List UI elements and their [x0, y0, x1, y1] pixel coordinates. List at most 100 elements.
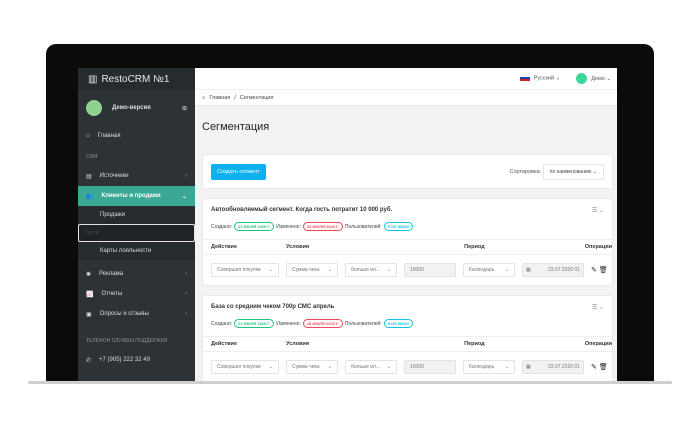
- logo-text: RestoCRM №1: [101, 73, 170, 85]
- created-label: Создано:: [211, 223, 233, 230]
- chevron-right-icon: ›: [185, 173, 187, 179]
- user-menu[interactable]: Демо ⌄: [576, 73, 611, 84]
- users-label: Пользователей:: [344, 223, 382, 230]
- changed-label: Изменено:: [276, 223, 301, 230]
- segment-title: Автообновляемый сегмент. Когда гость пот…: [211, 207, 393, 213]
- laptop-base: [28, 381, 672, 384]
- home-icon: ⌂: [86, 133, 90, 139]
- created-badge: 23 ИЮЛЯ 2020 Г.: [234, 319, 275, 328]
- period-select[interactable]: Календарь ⌄: [463, 360, 515, 374]
- field-text: Календарь: [469, 364, 495, 370]
- sidebar-item-ads[interactable]: ✺ Реклама ›: [78, 264, 195, 284]
- nav-label: Клиенты и продажи: [101, 193, 161, 199]
- sidebar-item-reports[interactable]: 📈 Отчеты ›: [78, 284, 195, 304]
- breadcrumb-separator: /: [234, 94, 236, 101]
- field-text: 23.07.2020 01: [548, 267, 580, 273]
- changed-badge: 23 ИЮЛЯ 2020 Г.: [302, 222, 343, 231]
- sources-icon: ▤: [86, 173, 92, 180]
- sidebar: ▥ RestoCRM №1 Демо-версия ⊙ ⌂ Главная CRM ▤…: [78, 68, 195, 381]
- sort-label: Сортировка:: [509, 168, 542, 175]
- sidebar-subitem-loyalty[interactable]: Карты лояльности: [78, 242, 195, 260]
- period-select[interactable]: Календарь ⌄: [463, 263, 515, 277]
- sidebar-item-surveys[interactable]: ▣ Опросы и отзывы ›: [78, 304, 195, 324]
- phone-number: +7 (905) 222 32 49: [99, 357, 150, 363]
- date-input[interactable]: ▦ 23.07.2020 01: [522, 360, 584, 374]
- flag-ru-icon: [519, 75, 530, 82]
- nav-label: Реклама: [99, 271, 124, 277]
- condition-select[interactable]: Сумма чека ⌄: [286, 263, 338, 277]
- col-action: Действие: [211, 341, 237, 347]
- date-input[interactable]: ▦ 23.07.2020 01: [522, 263, 584, 277]
- menu-icon[interactable]: ☰ ⌄: [591, 305, 604, 311]
- page-title: Сегментация: [202, 121, 270, 133]
- chevron-right-icon: ›: [185, 271, 187, 277]
- trash-icon[interactable]: 🗑: [598, 364, 608, 371]
- col-period: Период: [464, 244, 485, 250]
- users-badge: 5 ИЗ 58254: [383, 319, 413, 328]
- logo[interactable]: ▥ RestoCRM №1: [78, 68, 195, 90]
- field-text: 23.07.2020 01: [548, 364, 580, 370]
- main: Русский ⌄ Демо ⌄ ⌂ Главная / Сегментация Се…: [195, 68, 617, 381]
- language-label: Русский: [533, 75, 555, 82]
- sidebar-subitem-guests[interactable]: Гости: [78, 224, 195, 242]
- created-label: Создано:: [211, 320, 233, 327]
- settings-icon[interactable]: ⊙: [181, 105, 187, 112]
- logo-icon: ▥: [88, 73, 98, 85]
- value-input[interactable]: 10000: [404, 263, 456, 277]
- user-label: Демо: [591, 75, 605, 82]
- user-avatar: [576, 73, 588, 84]
- col-operations: Операции: [584, 244, 613, 250]
- edit-icon[interactable]: ✎: [591, 364, 597, 371]
- col-operations: Операции: [584, 341, 613, 347]
- col-conditions: Условия: [286, 341, 310, 347]
- segment-card: База со средним чеком 700р СМС апрель ☰ ⌄…: [202, 295, 613, 381]
- create-segment-button[interactable]: Создать сегмент: [211, 163, 266, 180]
- sidebar-item-clients[interactable]: 👥 Клиенты и продажи ⌄: [78, 186, 195, 206]
- field-text: 10000: [410, 364, 424, 370]
- action-select[interactable]: Совершил покупки ⌄: [211, 263, 279, 277]
- col-period: Период: [464, 341, 485, 347]
- support-phone[interactable]: ✆ +7 (905) 222 32 49: [78, 350, 195, 370]
- changed-label: Изменено:: [276, 320, 301, 327]
- user-name: Демо-версия: [112, 105, 151, 111]
- users-badge: 5 ИЗ 58254: [383, 222, 413, 231]
- edit-icon[interactable]: ✎: [591, 267, 597, 274]
- nav-label: Отчеты: [101, 291, 123, 297]
- sort-select[interactable]: по наименованию ⌄: [542, 163, 604, 180]
- field-text: Сумма чека: [292, 364, 320, 370]
- chart-icon: 📈: [86, 291, 94, 298]
- created-badge: 23 ИЮЛЯ 2020 Г.: [234, 222, 275, 231]
- action-select[interactable]: Совершил покупки ⌄: [211, 360, 279, 374]
- field-text: больше ил...: [351, 364, 381, 370]
- field-text: 10000: [410, 267, 424, 273]
- condition-select[interactable]: Сумма чека ⌄: [286, 360, 338, 374]
- nav-label: Главная: [97, 133, 121, 139]
- col-conditions: Условия: [286, 244, 310, 250]
- operator-select[interactable]: больше ил... ⌄: [345, 360, 397, 374]
- operator-select[interactable]: больше ил... ⌄: [345, 263, 397, 277]
- nav-label: Источники: [99, 173, 129, 179]
- sidebar-subitem-sales[interactable]: Продажи: [78, 206, 195, 224]
- chevron-right-icon: ›: [185, 291, 187, 297]
- sidebar-item-home[interactable]: ⌂ Главная: [78, 126, 195, 146]
- users-icon: 👥: [86, 193, 94, 200]
- calendar-icon: ▦: [526, 364, 531, 370]
- segment-title: База со средним чеком 700р СМС апрель: [211, 304, 335, 310]
- home-icon[interactable]: ⌂: [202, 94, 206, 101]
- language-select[interactable]: Русский ⌄: [519, 75, 560, 82]
- controls-card: Создать сегмент Сортировка: по наименова…: [202, 154, 613, 189]
- value-input[interactable]: 10000: [404, 360, 456, 374]
- breadcrumb: ⌂ Главная / Сегментация: [195, 90, 617, 106]
- sidebar-item-sources[interactable]: ▤ Источники ›: [78, 166, 195, 186]
- users-label: Пользователей:: [344, 320, 382, 327]
- breadcrumb-home[interactable]: Главная: [209, 94, 231, 101]
- field-text: больше ил...: [351, 267, 381, 273]
- trash-icon[interactable]: 🗑: [598, 267, 608, 274]
- avatar: [86, 100, 102, 116]
- survey-icon: ▣: [86, 311, 92, 318]
- col-action: Действие: [211, 244, 237, 250]
- nav-label: Опросы и отзывы: [99, 311, 149, 317]
- phone-icon: ✆: [86, 357, 92, 364]
- menu-icon[interactable]: ☰ ⌄: [591, 208, 604, 214]
- changed-badge: 23 ИЮЛЯ 2020 Г.: [302, 319, 343, 328]
